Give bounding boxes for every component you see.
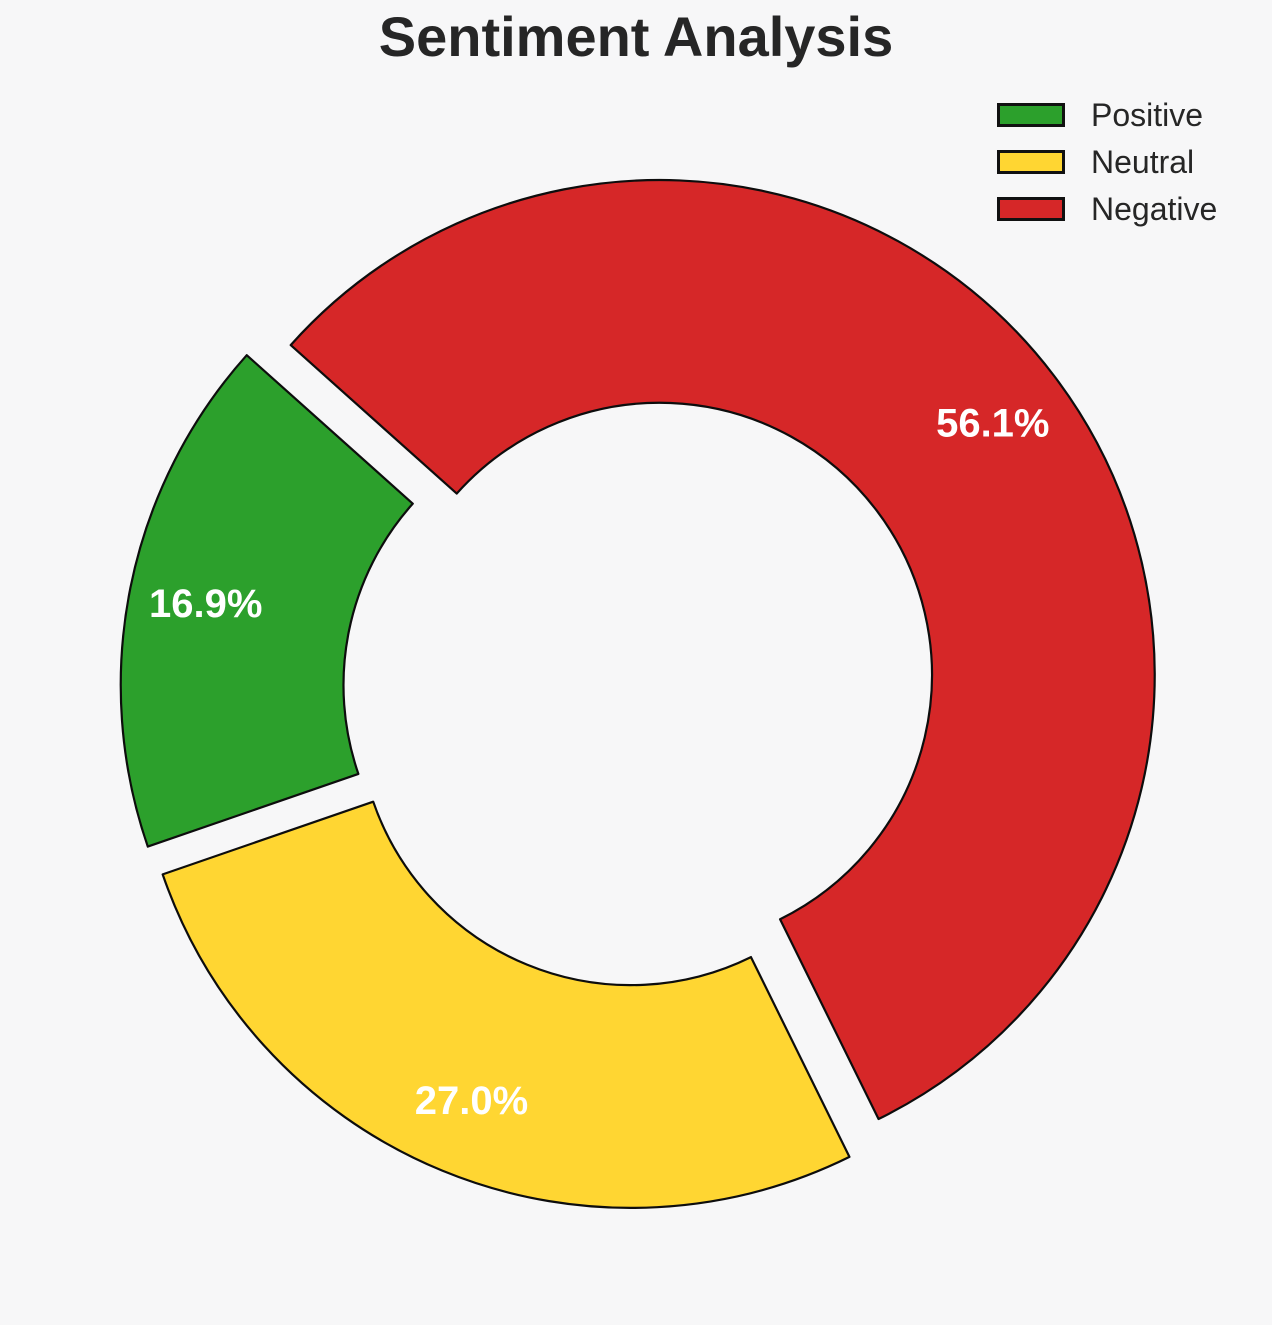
wedge-negative — [289, 178, 1156, 1121]
legend-swatch-negative-icon — [997, 197, 1065, 221]
legend-swatch-positive-icon — [997, 103, 1065, 127]
legend: Positive Neutral Negative — [997, 97, 1217, 227]
wedge-positive — [119, 354, 414, 848]
legend-label-negative: Negative — [1091, 190, 1218, 227]
slice-label-negative: 56.1% — [936, 401, 1049, 445]
legend-item-positive: Positive — [997, 97, 1217, 133]
legend-item-negative: Negative — [997, 191, 1217, 227]
chart-title: Sentiment Analysis — [378, 5, 894, 68]
slice-label-neutral: 27.0% — [415, 1079, 528, 1123]
legend-swatch-neutral-icon — [997, 150, 1065, 174]
donut-wedges — [119, 178, 1156, 1209]
legend-item-neutral: Neutral — [997, 144, 1217, 180]
legend-label-neutral: Neutral — [1091, 143, 1195, 180]
slice-label-positive: 16.9% — [149, 582, 262, 626]
legend-label-positive: Positive — [1091, 96, 1204, 133]
donut-slice-labels: 16.9% 27.0% 56.1% — [149, 401, 1050, 1123]
wedge-neutral — [161, 800, 851, 1209]
